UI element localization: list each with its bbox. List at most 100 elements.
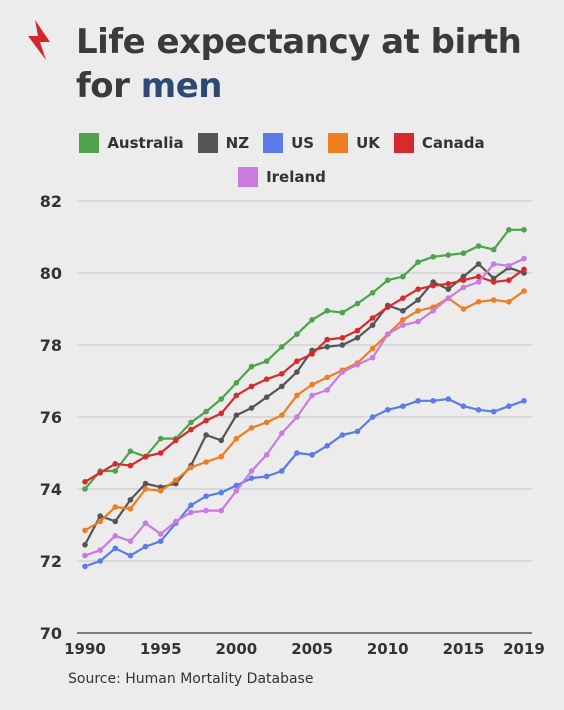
data-point-uk <box>218 453 225 460</box>
data-point-canada <box>188 426 194 433</box>
data-point-australia <box>82 486 88 492</box>
x-tick-label: 1990 <box>64 640 106 658</box>
data-point-nz <box>475 261 482 267</box>
data-point-uk <box>460 306 467 312</box>
legend-swatch <box>197 133 218 153</box>
data-point-ireland <box>521 255 527 262</box>
data-point-nz <box>263 394 270 401</box>
data-point-uk <box>203 459 209 465</box>
data-point-nz <box>369 322 376 329</box>
data-point-nz <box>294 369 300 375</box>
legend-swatch <box>328 133 349 153</box>
x-tick-label: 2010 <box>367 640 409 658</box>
data-point-australia <box>157 435 164 442</box>
data-point-us <box>127 552 134 559</box>
data-point-ireland <box>400 322 406 329</box>
data-point-ireland <box>490 261 497 267</box>
data-point-nz <box>324 344 331 350</box>
data-point-canada <box>415 286 421 293</box>
title-highlight: men <box>140 66 223 106</box>
data-point-nz <box>82 542 88 548</box>
data-point-ireland <box>248 468 255 474</box>
data-point-canada <box>506 277 512 284</box>
y-tick-label: 74 <box>40 480 62 499</box>
data-point-australia <box>445 252 452 258</box>
data-point-ireland <box>188 509 194 516</box>
data-point-australia <box>188 419 194 426</box>
legend-item-us: US <box>263 133 314 153</box>
data-point-canada <box>445 281 452 287</box>
data-point-australia <box>309 317 315 323</box>
data-point-ireland <box>339 369 346 375</box>
data-point-canada <box>324 336 331 343</box>
data-point-australia <box>112 468 119 474</box>
data-point-us <box>188 502 194 509</box>
data-point-uk <box>157 488 164 494</box>
data-point-canada <box>142 453 149 460</box>
legend-label: Ireland <box>266 168 326 186</box>
data-point-australia <box>521 227 527 233</box>
legend-label: Australia <box>107 134 184 152</box>
data-point-ireland <box>157 531 164 537</box>
data-point-uk <box>248 425 255 431</box>
data-point-australia <box>278 344 285 350</box>
x-tick-label: 2000 <box>216 640 258 658</box>
data-point-australia <box>475 243 482 249</box>
data-point-nz <box>142 480 149 487</box>
legend-swatch <box>79 133 100 153</box>
data-point-us <box>475 407 482 413</box>
legend-item-australia: Australia <box>79 133 184 153</box>
data-point-canada <box>82 479 88 485</box>
data-point-us <box>324 443 331 449</box>
legend: Australia NZ US UK Canada Ireland <box>0 133 564 201</box>
data-point-us <box>233 482 240 489</box>
brand-logo-icon <box>28 20 50 60</box>
legend-row: Australia NZ US UK Canada <box>0 133 564 153</box>
data-point-us <box>97 558 103 564</box>
data-point-australia <box>384 277 391 284</box>
data-point-canada <box>218 410 225 417</box>
data-point-ireland <box>142 520 149 526</box>
data-point-canada <box>112 461 119 467</box>
data-point-us <box>490 408 497 415</box>
data-point-us <box>142 543 149 550</box>
data-point-ireland <box>506 263 512 269</box>
data-point-us <box>263 473 270 480</box>
data-point-ireland <box>309 392 315 399</box>
data-point-ireland <box>369 354 376 361</box>
legend-item-canada: Canada <box>393 133 485 153</box>
data-point-us <box>445 396 452 402</box>
data-point-nz <box>127 497 134 503</box>
data-point-ireland <box>112 533 119 539</box>
y-tick-label: 70 <box>40 624 62 643</box>
data-point-uk <box>400 317 406 323</box>
title-line-1: Life expectancy at birth <box>76 22 522 62</box>
data-point-uk <box>324 374 331 381</box>
data-point-australia <box>203 408 209 415</box>
data-point-uk <box>490 297 497 303</box>
series-line-ireland <box>84 257 525 557</box>
data-point-canada <box>203 417 209 424</box>
data-point-ireland <box>203 507 209 514</box>
legend-label: UK <box>356 134 380 152</box>
data-point-australia <box>369 290 376 296</box>
data-point-ireland <box>263 452 270 458</box>
data-point-uk <box>506 299 512 305</box>
data-point-canada <box>339 335 346 341</box>
data-point-ireland <box>294 414 300 420</box>
data-point-nz <box>203 432 209 438</box>
legend-label: Canada <box>421 134 485 152</box>
data-point-uk <box>127 506 134 512</box>
data-point-uk <box>309 381 315 388</box>
data-point-ireland <box>475 279 482 285</box>
y-tick-label: 78 <box>40 336 62 355</box>
data-point-canada <box>521 266 527 273</box>
data-point-canada <box>369 315 376 321</box>
data-point-nz <box>112 518 119 525</box>
data-point-canada <box>294 358 300 365</box>
data-point-australia <box>490 246 497 253</box>
data-point-uk <box>521 288 527 294</box>
data-point-canada <box>460 277 467 284</box>
data-point-ireland <box>278 430 285 437</box>
data-point-us <box>430 398 436 404</box>
